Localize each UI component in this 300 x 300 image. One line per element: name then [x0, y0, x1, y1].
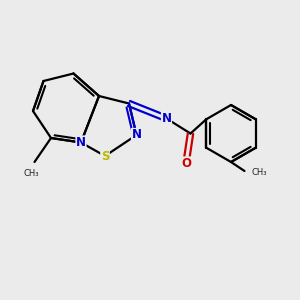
Text: S: S: [101, 149, 109, 163]
Text: N: N: [131, 128, 142, 142]
Text: N: N: [76, 136, 86, 149]
Text: N: N: [161, 112, 172, 125]
Text: CH₃: CH₃: [252, 168, 268, 177]
Text: O: O: [181, 157, 191, 170]
Text: CH₃: CH₃: [23, 169, 39, 178]
